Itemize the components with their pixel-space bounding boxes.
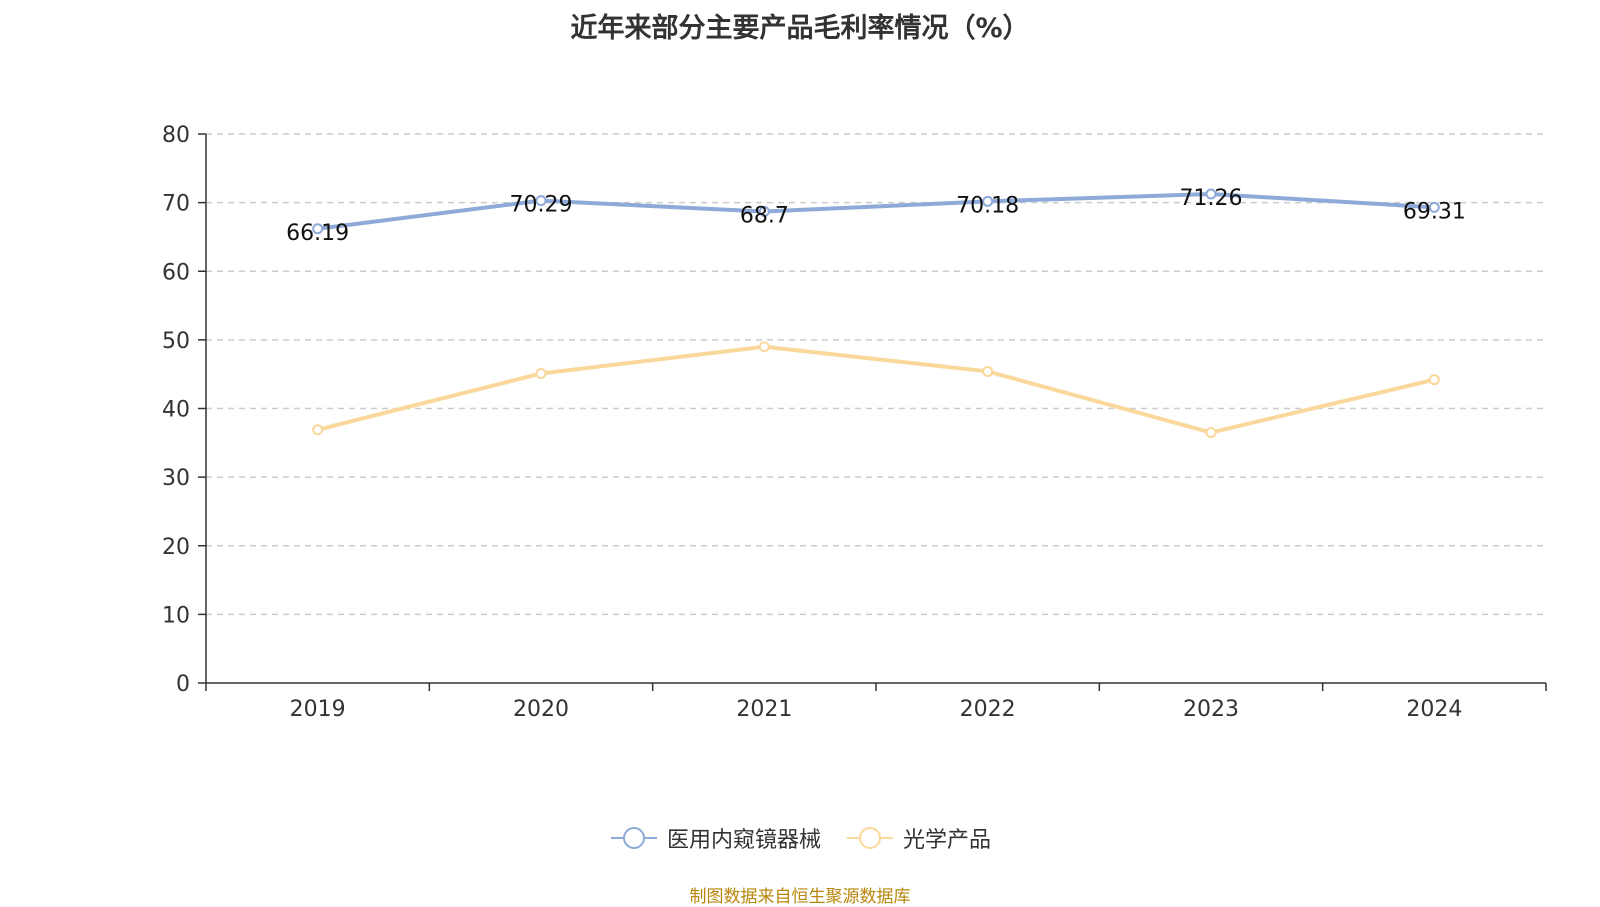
x-tick-label: 2023 — [1183, 697, 1239, 722]
chart-title: 近年来部分主要产品毛利率情况（%） — [570, 13, 1030, 44]
data-point — [982, 365, 994, 377]
data-label: 70.18 — [956, 193, 1019, 218]
legend-label: 医用内窥镜器械 — [666, 828, 821, 853]
data-point — [1428, 374, 1440, 386]
data-point — [312, 223, 324, 235]
data-point — [758, 341, 770, 353]
data-point — [1428, 201, 1440, 213]
series-line-0 — [317, 191, 1435, 231]
source-note: 制图数据来自恒生聚源数据库 — [689, 887, 911, 907]
data-label: 66.19 — [286, 221, 349, 246]
y-tick-label: 80 — [162, 123, 190, 148]
data-label: 69.31 — [1403, 199, 1466, 224]
legend-item-series-0[interactable]: 医用内窥镜器械 — [609, 822, 821, 854]
legend: 医用内窥镜器械 光学产品 — [0, 822, 1600, 854]
y-tick-label: 30 — [162, 466, 190, 491]
x-tick-label: 2020 — [513, 697, 569, 722]
data-point — [982, 195, 994, 207]
y-tick-label: 10 — [162, 603, 190, 628]
x-tick-label: 2019 — [290, 697, 346, 722]
legend-item-series-1[interactable]: 光学产品 — [845, 822, 991, 854]
data-label: 71.26 — [1180, 186, 1243, 211]
y-tick-label: 70 — [162, 192, 190, 217]
legend-marker-icon — [847, 827, 893, 849]
x-tick-label: 2024 — [1406, 697, 1462, 722]
y-tick-label: 60 — [162, 260, 190, 285]
data-point — [1205, 188, 1217, 200]
data-point — [535, 195, 547, 207]
x-tick-label: 2021 — [736, 697, 792, 722]
data-label: 68.7 — [740, 204, 789, 229]
data-point — [312, 424, 324, 436]
data-point — [1205, 427, 1217, 439]
x-tick-label: 2022 — [960, 697, 1016, 722]
data-label: 70.29 — [510, 193, 573, 218]
series-line-1 — [317, 344, 1435, 435]
y-tick-label: 40 — [162, 398, 190, 423]
y-tick-label: 20 — [162, 535, 190, 560]
y-tick-label: 50 — [162, 329, 190, 354]
data-point — [535, 368, 547, 380]
data-point — [758, 206, 770, 218]
y-tick-label: 0 — [176, 672, 190, 697]
legend-label: 光学产品 — [903, 828, 992, 853]
legend-marker-icon — [610, 827, 657, 849]
